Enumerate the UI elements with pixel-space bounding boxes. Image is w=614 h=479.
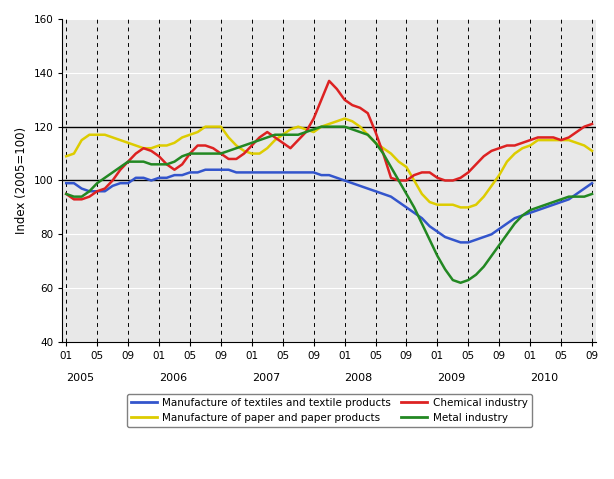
Text: 2009: 2009 — [437, 373, 465, 383]
Y-axis label: Index (2005=100): Index (2005=100) — [15, 127, 28, 234]
Text: 2007: 2007 — [252, 373, 280, 383]
Text: 2005: 2005 — [66, 373, 95, 383]
Legend: Manufacture of textiles and textile products, Manufacture of paper and paper pro: Manufacture of textiles and textile prod… — [126, 394, 532, 427]
Text: 2006: 2006 — [159, 373, 187, 383]
Text: 2008: 2008 — [344, 373, 373, 383]
Text: 2010: 2010 — [530, 373, 558, 383]
